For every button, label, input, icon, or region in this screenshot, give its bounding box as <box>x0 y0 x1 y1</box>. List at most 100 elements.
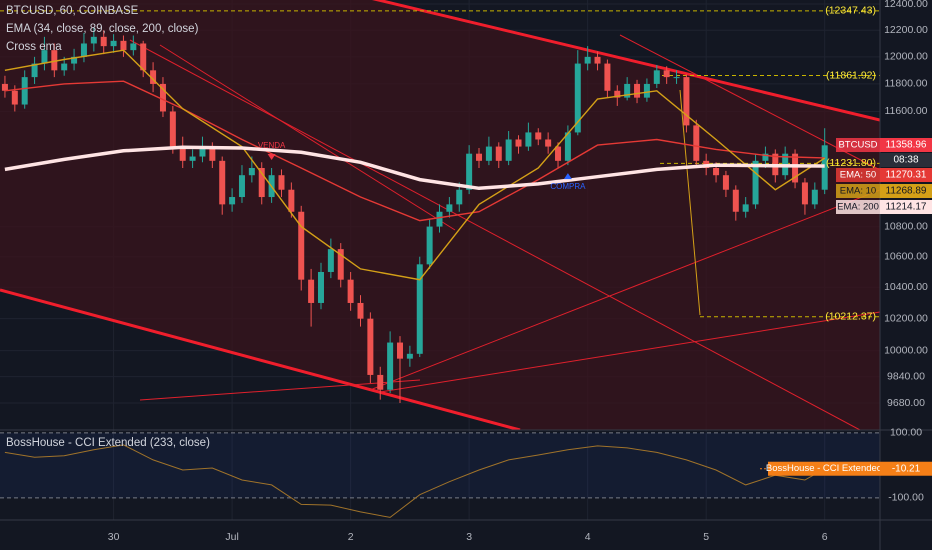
cci-label-name: BossHouse - CCI Extended <box>766 463 882 474</box>
y-tick-label: 12400.00 <box>884 0 928 10</box>
candle-body <box>792 153 799 183</box>
level-label: (11861.92) <box>826 69 876 81</box>
candle-body <box>71 56 78 64</box>
trend-line <box>139 379 421 401</box>
candle-body <box>663 70 670 78</box>
candle-body <box>1 83 8 91</box>
y-tick-label: 9680.00 <box>887 397 925 409</box>
y-tick-label: 10800.00 <box>884 220 928 232</box>
candle-body <box>515 139 522 147</box>
candle-body <box>555 146 562 161</box>
y-tick-label: 12000.00 <box>884 51 928 63</box>
price-label-box <box>836 138 880 152</box>
candle-body <box>189 156 196 161</box>
trend-line <box>129 39 861 430</box>
cci-band <box>0 432 880 498</box>
candle-body <box>327 249 334 272</box>
candle-body <box>51 50 58 71</box>
ema-line <box>4 145 825 191</box>
y-tick-label: 11800.00 <box>884 78 927 90</box>
candle-body <box>604 63 611 91</box>
candle-body <box>179 146 186 161</box>
candle-body <box>258 168 265 198</box>
y-tick-label: 10400.00 <box>884 281 928 293</box>
candle-body <box>357 302 364 319</box>
level-label: (11231.80) <box>826 157 876 169</box>
countdown-box <box>880 153 932 167</box>
candle-body <box>120 40 127 51</box>
candle-body <box>11 90 18 105</box>
candle-body <box>337 249 344 280</box>
candle-body <box>347 279 354 303</box>
signal-arrow <box>267 154 276 161</box>
ema-line <box>4 80 825 222</box>
candle-body <box>713 168 720 176</box>
candle-body <box>446 204 453 212</box>
price-label-box <box>880 168 932 182</box>
candle-body <box>416 264 423 354</box>
candle-body <box>426 226 433 265</box>
cci-line <box>4 444 825 518</box>
labels: 12400.00 12200.00 12000.00 11800.00 11600.00… <box>108 0 932 543</box>
candle-body <box>476 153 483 161</box>
candle-body <box>614 90 621 98</box>
candle-body <box>31 63 38 78</box>
trend-line <box>159 44 456 231</box>
candle-body <box>495 146 502 161</box>
signal-label: VENDA <box>258 141 286 150</box>
x-tick-label: 5 <box>703 531 709 543</box>
x-tick-label: 30 <box>108 531 120 543</box>
trend-line <box>369 189 880 391</box>
candle-body <box>634 83 641 98</box>
price-label-box <box>836 168 880 182</box>
candle-body <box>61 63 68 71</box>
countdown: 08:38 <box>893 155 918 166</box>
trend-line <box>371 0 880 122</box>
candle-body <box>643 83 650 98</box>
candle-body <box>545 139 552 147</box>
candle-body <box>456 189 463 205</box>
projection-line <box>679 89 701 316</box>
candle-body <box>535 132 542 140</box>
candle-body <box>485 146 492 161</box>
candle-body <box>377 374 384 390</box>
candle-body <box>159 83 166 112</box>
candle-body <box>505 139 512 161</box>
level-label: (12347.43) <box>825 5 876 17</box>
cci-title: BossHouse - CCI Extended (233, close) <box>6 437 210 449</box>
x-tick-label: 2 <box>348 531 354 543</box>
candle-body <box>308 279 315 303</box>
candle-body <box>466 153 473 190</box>
candle-body <box>594 56 601 64</box>
candle-body <box>238 175 245 198</box>
candle-body <box>683 77 690 126</box>
signal-arrow <box>563 173 572 180</box>
candle-body <box>248 168 255 176</box>
x-tick-label: Jul <box>225 531 238 543</box>
y-tick-label: 10000.00 <box>884 344 928 356</box>
candle-body <box>169 111 176 147</box>
candle-body <box>199 146 206 157</box>
candle-body <box>130 43 137 51</box>
cci-pane <box>0 432 880 518</box>
y-tick-label: 10200.00 <box>884 312 928 324</box>
candle-body <box>574 63 581 133</box>
cci-label-box <box>880 461 932 476</box>
candle-body <box>150 70 157 84</box>
price-label-value: 11214.17 <box>886 202 927 213</box>
candle-body <box>209 146 216 161</box>
price-label-box <box>836 200 880 214</box>
y-tick-label: 100.00 <box>890 427 922 439</box>
candle-body <box>722 175 729 190</box>
candle-body <box>298 211 305 280</box>
candle-body <box>762 153 769 161</box>
candle-body <box>525 132 532 147</box>
ema-line <box>4 49 826 281</box>
candle-body <box>367 318 374 375</box>
level-label: (10212.37) <box>825 311 876 323</box>
y-tick-label: 10600.00 <box>884 250 928 262</box>
price-label-name: EMA: 10 <box>840 186 876 197</box>
indicator-title: Cross ema <box>6 41 62 53</box>
x-tick-label: 3 <box>466 531 472 543</box>
